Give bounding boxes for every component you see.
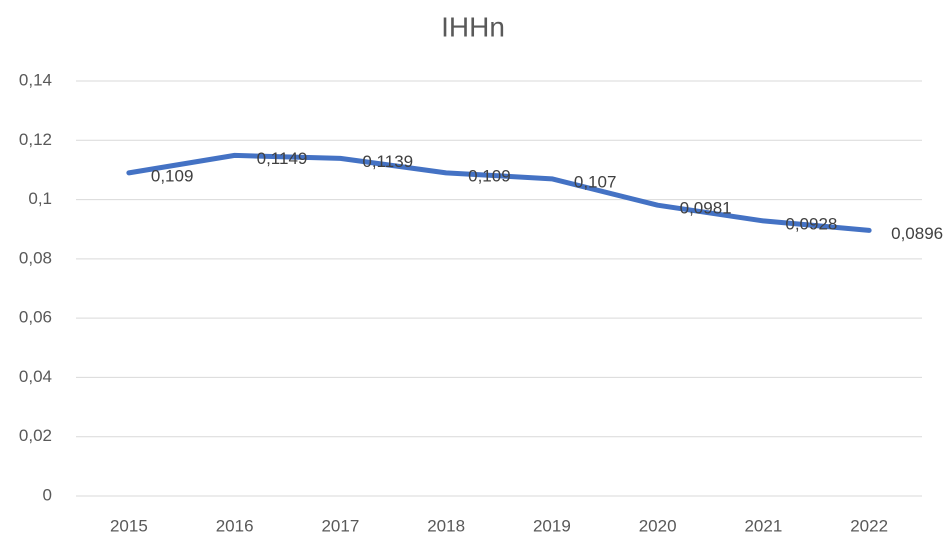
x-tick-label: 2022 [850,516,888,535]
x-tick-label: 2018 [427,516,465,535]
y-tick-label: 0,12 [19,130,52,149]
x-tick-label: 2021 [744,516,782,535]
chart-title: IHHn [441,11,505,42]
y-tick-label: 0,04 [19,367,52,386]
data-label: 0,0981 [680,199,732,218]
x-tick-label: 2019 [533,516,571,535]
line [126,152,872,233]
data-label: 0,0928 [785,214,837,233]
x-tick-label: 2020 [639,516,677,535]
y-tick-label: 0,06 [19,308,52,327]
y-tick-label: 0,08 [19,248,52,267]
x-tick-label: 2015 [110,516,148,535]
x-tick-label: 2017 [321,516,359,535]
data-label: 0,109 [468,166,511,185]
y-tick-label: 0,02 [19,426,52,445]
y-tick-label: 0,14 [19,70,52,89]
data-label: 0,1149 [257,149,308,168]
data-label: 0,107 [574,172,617,191]
y-tick-label: 0,1 [28,189,52,208]
y-tick-label: 0 [43,485,52,504]
data-label: 0,109 [151,166,194,185]
x-tick-label: 2016 [216,516,254,535]
data-label: 0,1139 [362,152,413,171]
data-label: 0,0896 [891,224,943,243]
